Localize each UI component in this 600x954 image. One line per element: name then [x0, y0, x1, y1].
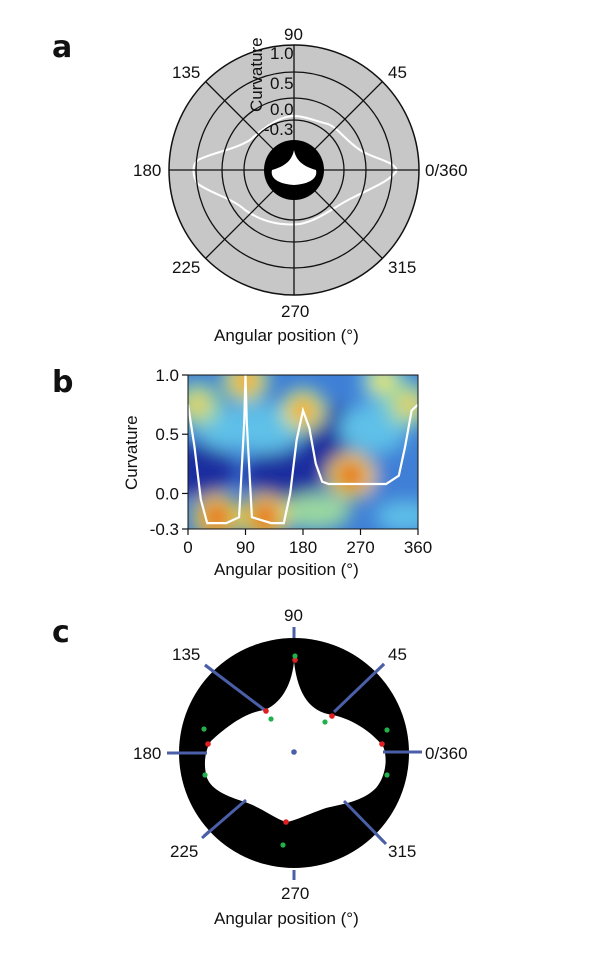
c-angle-label-45: 45 [388, 645, 407, 664]
green-point-0-a [384, 727, 390, 733]
spoke-315-gap [342, 799, 388, 846]
heatmap-hotspot [402, 398, 415, 411]
c-angle-label-135: 135 [172, 645, 200, 664]
c-angle-label-315: 315 [388, 842, 416, 861]
x-tick-label: 0 [183, 538, 192, 557]
spoke-225-gap [201, 798, 247, 840]
x-axis-label: Angular position (°) [214, 326, 359, 345]
red-point-45 [329, 713, 335, 719]
angle-label-45: 45 [388, 63, 407, 82]
heatmap-hotspot [191, 398, 204, 411]
shape-diagram-c [167, 627, 422, 880]
red-point-135 [263, 708, 269, 714]
y-tick-label: -0.3 [150, 520, 179, 539]
ring-label-4: -0.3 [264, 120, 293, 139]
red-point-180 [205, 741, 211, 747]
inner-white-shape [204, 662, 386, 822]
green-point-0-b [384, 772, 390, 778]
c-angle-label-270: 270 [281, 884, 309, 903]
c-angle-label-0: 0/360 [425, 744, 468, 763]
panel-c-letter: c [52, 615, 70, 650]
ring-label-3: 0.0 [270, 100, 294, 119]
x-tick-label: 360 [404, 538, 432, 557]
heatmap-region [375, 502, 418, 529]
x-tick-label: 270 [346, 538, 374, 557]
angle-label-0: 0/360 [425, 161, 468, 180]
polar-plot-a: 1.0 0.5 0.0 -0.3 Curvature [168, 37, 420, 296]
spoke-45-gap [332, 662, 386, 714]
heatmap-hotspot [376, 375, 390, 387]
heatmap-y-label: Curvature [122, 415, 141, 490]
heatmap-x-label: Angular position (°) [214, 560, 359, 579]
center-point [291, 749, 297, 755]
ring-label-2: 0.5 [270, 74, 294, 93]
curvature-axis-label: Curvature [247, 37, 266, 112]
x-tick-label: 180 [289, 538, 317, 557]
angle-label-315: 315 [388, 258, 416, 277]
panel-b-letter: b [52, 365, 73, 400]
heatmap-hotspot [344, 469, 358, 482]
heatmap-curvature-line [188, 375, 418, 525]
spoke-135-gap [204, 663, 267, 713]
angle-label-135: 135 [172, 63, 200, 82]
curvature-contour [192, 114, 399, 226]
angle-label-180: 180 [133, 161, 161, 180]
panel-a-letter: a [52, 30, 72, 65]
green-point-180-a [201, 726, 207, 732]
red-point-0 [379, 741, 385, 747]
y-tick-label: 0.5 [155, 425, 179, 444]
x-tick-label: 90 [236, 538, 255, 557]
y-tick-label: 1.0 [155, 366, 179, 385]
green-point-180-b [202, 772, 208, 778]
c-angle-label-225: 225 [170, 842, 198, 861]
angle-label-270: 270 [281, 302, 309, 321]
angle-label-225: 225 [172, 258, 200, 277]
heatmap-region [243, 445, 324, 506]
angle-label-90: 90 [284, 25, 303, 44]
green-point-270 [280, 842, 286, 848]
ring-label-1: 1.0 [270, 44, 294, 63]
green-point-90 [292, 653, 298, 659]
c-angle-label-180: 180 [133, 744, 161, 763]
red-point-90 [292, 657, 298, 663]
green-point-135 [268, 716, 274, 722]
c-x-axis-label: Angular position (°) [214, 909, 359, 928]
heatmap [188, 375, 418, 529]
green-point-45 [322, 719, 328, 725]
c-angle-label-90: 90 [284, 606, 303, 625]
y-tick-label: 0.0 [155, 484, 179, 503]
heatmap-region [280, 493, 351, 529]
center-shape [271, 150, 317, 185]
heatmap-hotspot [210, 511, 224, 524]
heatmap-axes: 0 90 180 270 360 1.0 0.5 0.0 -0.3 [150, 366, 432, 557]
red-point-270 [283, 819, 289, 825]
